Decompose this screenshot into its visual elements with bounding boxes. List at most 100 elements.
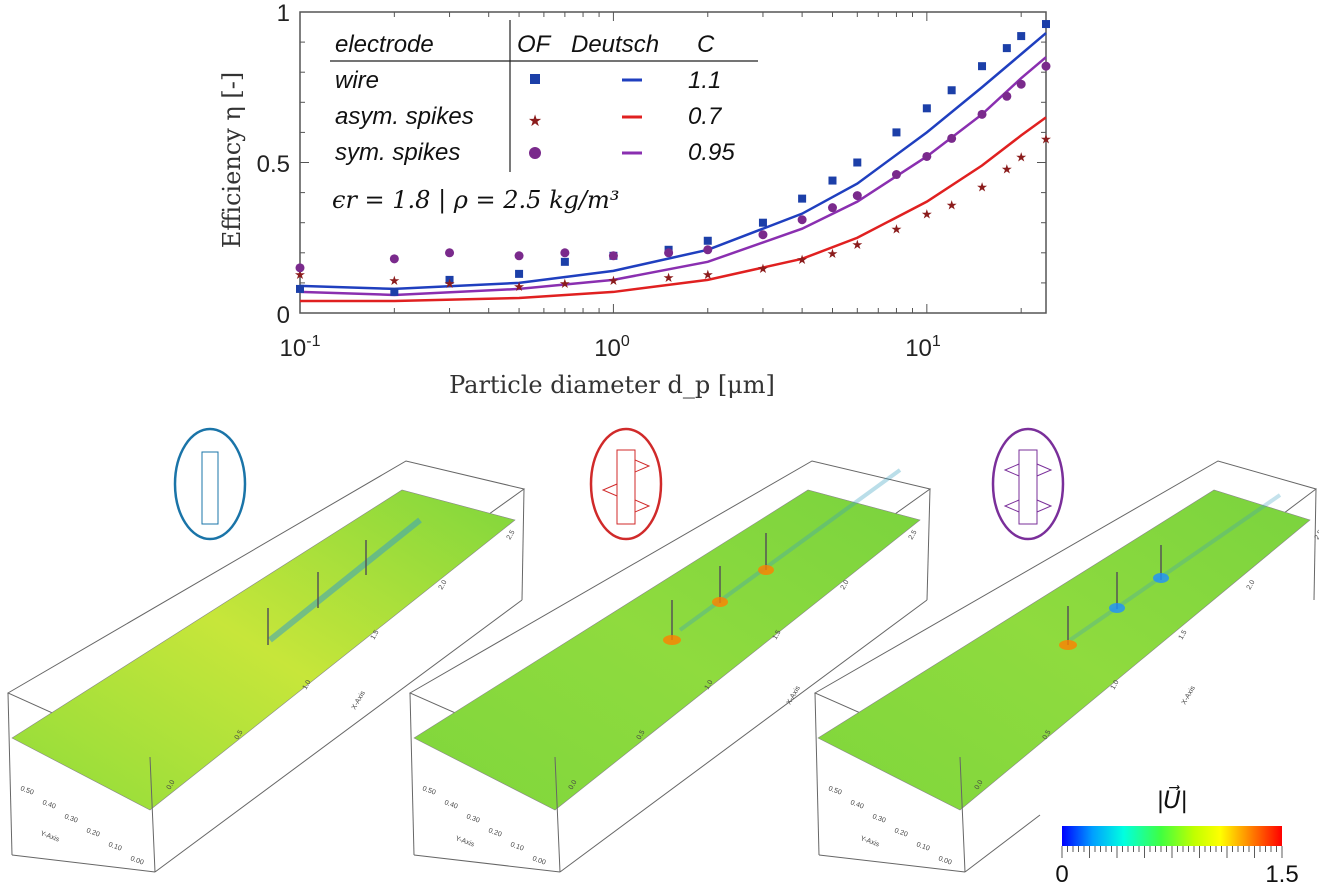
legend-row-wire-label: wire [335,67,379,94]
panel-x-tick-label: 0.5 [234,729,245,741]
colorbar-min: 0 [1055,861,1068,886]
panel-y-tick-label: 0.20 [85,827,100,838]
marker-asym-spikes: ★ [1001,163,1013,178]
marker-sym-spikes [797,215,807,225]
fit-lines [299,32,1047,303]
marker-sym-spikes [852,191,862,201]
panel-y-tick-label: 0.10 [509,841,524,852]
x-axis-name: X-Axis [786,685,802,706]
plot-frame [299,11,1047,314]
marker-wire [390,287,399,296]
legend-c-asym: 0.7 [688,103,723,130]
spike-glyph [634,459,651,473]
panel-y-tick-label: 0.30 [465,813,480,824]
legend: electrode OF Deutsch C wire asym. spikes… [330,20,758,172]
flow-panel-wire: Y-Axis X-Axis [6,427,526,873]
marker-sym-spikes [1016,79,1026,89]
electrode-icon-asym-spikes [589,427,663,541]
legend-row-asym-label: asym. spikes [335,103,474,130]
marker-asym-spikes: ★ [891,223,903,238]
velocity-plane [817,489,1311,811]
colorbar-gradient [1062,826,1282,846]
marker-asym-spikes: ★ [921,208,933,223]
marker-sym-spikes [827,203,837,213]
panel-y-tick-label: 0.20 [487,827,502,838]
electrode-glyph [1018,449,1038,525]
panel-y-tick-label: 0.40 [41,799,56,810]
marker-sym-spikes [514,251,524,261]
panel-x-tick-label: 1.0 [302,679,313,691]
marker-asym-spikes: ★ [757,262,769,277]
marker-wire [758,218,767,227]
wake-streak [1068,493,1282,642]
marker-wire [947,86,956,95]
legend-header-of: OF [517,31,552,58]
panel-y-tick-label: 0.00 [129,855,144,866]
panel-x-tick-label: 2.5 [506,529,517,541]
hotspot [758,565,774,575]
spike-glyph [634,499,651,513]
legend-header-electrode: electrode [335,31,434,58]
y-tick-label-0.5: 0.5 [257,151,290,178]
marker-sym-spikes [977,109,987,119]
domain-edge [554,756,561,873]
legend-row-sym-label: sym. spikes [335,139,460,166]
marker-wire [1042,20,1050,29]
legend-c-sym: 0.95 [688,139,735,166]
marker-wire [445,275,454,284]
colorbar: |U⃗| 0 1.5 [1055,785,1298,886]
electrode-glyph [616,449,636,525]
electrode-glyph [201,451,219,525]
panel-y-tick-label: 0.30 [63,813,78,824]
domain-edge [814,692,820,856]
marker-asym-spikes: ★ [444,277,456,292]
spike-glyph [601,483,618,497]
spike-glyph [1003,499,1020,513]
x-axis-name: X-Axis [1181,685,1197,706]
data-markers: ★ ★ ★ ★ ★ ★ ★ ★ ★★ ★★★★★★★★★ [294,20,1052,296]
domain-edge [409,692,415,856]
panel-x-tick-label: 0.5 [1042,729,1053,741]
x-tick-label-10: 101 [905,333,941,362]
colorbar-title: |U⃗| [1157,785,1187,814]
x-tick-exp: 0 [621,333,630,350]
panel-x-tick-label: 1.0 [1110,679,1121,691]
marker-wire [978,62,987,71]
x-tick-exp: -1 [306,333,320,350]
domain-edge [7,692,13,856]
y-tick-label-1: 1 [277,0,290,27]
x-axis-label: Particle diameter d_p [μm] [449,371,775,399]
panel-x-tick-label: 2.0 [438,579,449,591]
flow-panel-asym-spikes: Y-Axis X-Axis [408,427,932,873]
legend-c-wire: 1.1 [688,67,721,94]
y-axis-name: Y-Axis [859,835,880,848]
legend-header-c: C [697,31,715,58]
marker-asym-spikes: ★ [513,280,525,295]
hotspot [1059,640,1077,650]
hotspot [1109,603,1125,613]
panel-y-tick-label: 0.00 [531,855,546,866]
fit-line-wire [299,32,1047,291]
marker-sym-spikes [922,151,932,161]
colorbar-ticks [1061,846,1283,858]
domain-edge [154,599,523,873]
marker-sym-spikes [1041,61,1051,71]
marker-wire [798,194,807,203]
marker-wire [296,284,304,293]
marker-asym-spikes: ★ [946,199,958,214]
colorbar-max: 1.5 [1265,861,1298,886]
marker-wire [922,104,931,113]
marker-asym-spikes: ★ [827,247,839,262]
marker-wire [560,257,569,266]
marker-asym-spikes: ★ [294,268,306,283]
panel-x-tick-label: 0.0 [568,779,579,791]
marker-asym-spikes: ★ [663,271,675,286]
fit-line-sym-spikes [299,56,1047,297]
domain-edge [926,488,931,601]
marker-wire [515,269,524,278]
domain-edge [149,756,156,873]
marker-wire [828,176,837,185]
domain-edge [521,488,525,601]
electrode-icon-wire [173,427,247,541]
marker-wire [1002,44,1011,53]
